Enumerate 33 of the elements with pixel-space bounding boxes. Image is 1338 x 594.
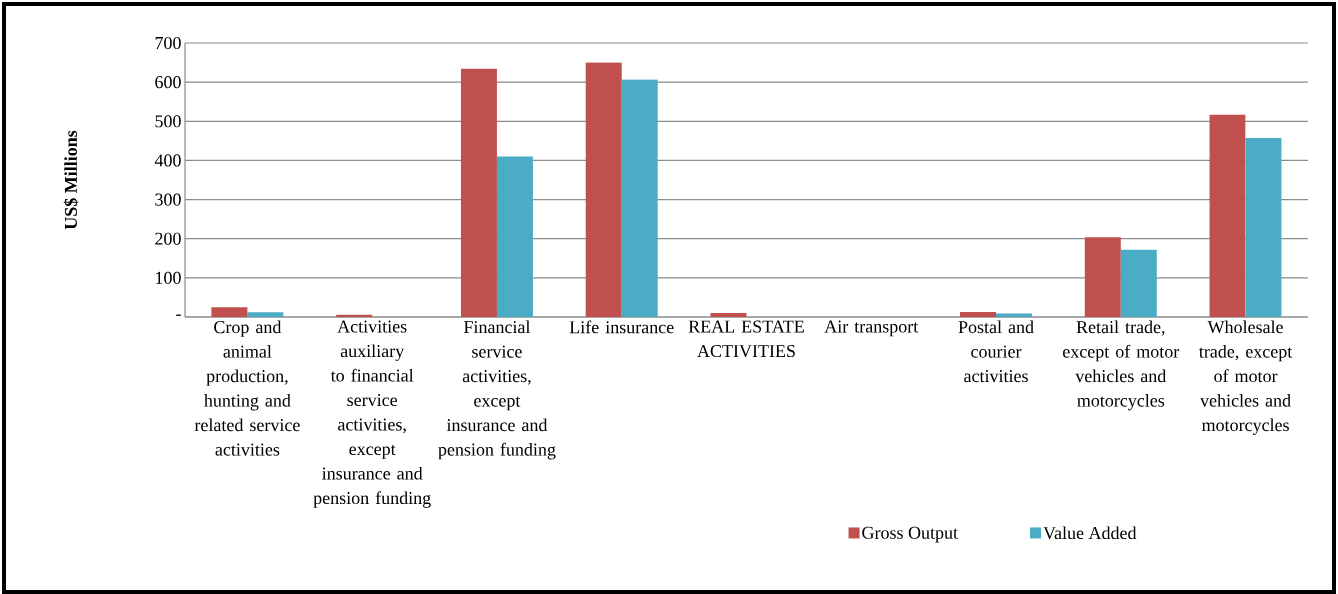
- bar: [1084, 237, 1121, 317]
- y-tick-label: 100: [156, 271, 181, 284]
- x-tick-label: Postal and courier activities: [958, 320, 1034, 383]
- x-tick-label: Life insurance: [569, 320, 674, 334]
- bar: [1120, 249, 1157, 317]
- x-tick-label: REAL ESTATE ACTIVITIES: [688, 320, 804, 358]
- y-axis-title: US$ Millions: [63, 130, 79, 230]
- bar: [621, 79, 658, 317]
- x-tick-label: Crop and animal production, hunting and related service activities: [194, 320, 300, 456]
- bar: [585, 62, 622, 317]
- bar: [960, 311, 997, 317]
- bar: [496, 156, 533, 317]
- y-tick-label: 400: [154, 154, 181, 167]
- bar: [710, 313, 747, 317]
- y-tick-label: 300: [155, 193, 181, 206]
- x-tick-label: Retail trade, except of motor vehicles and motorcycles: [1063, 320, 1180, 411]
- x-tick-label: Financial service activities, except insurance and pension funding: [438, 320, 556, 460]
- legend-label: Gross Output: [862, 526, 958, 543]
- bar: [211, 307, 248, 317]
- bar: [996, 313, 1033, 317]
- y-tick-label: 200: [155, 232, 181, 245]
- bar: [247, 312, 284, 317]
- y-tick-label: -: [176, 314, 181, 316]
- bar: [1245, 138, 1282, 317]
- x-tick-label: Activities auxiliary to financial service activities, except insurance and pension funding: [313, 320, 431, 508]
- legend-label: Value Added: [1043, 526, 1137, 540]
- y-tick-label: 700: [155, 36, 181, 50]
- y-tick-label: 500: [155, 115, 181, 128]
- y-tick-label: 600: [155, 76, 181, 89]
- bar: [1209, 114, 1246, 317]
- x-tick-label: Wholesale trade, except of motor vehicles and motorcycles: [1199, 320, 1293, 435]
- x-tick-label: Air transport: [824, 320, 919, 337]
- bar: [460, 68, 497, 317]
